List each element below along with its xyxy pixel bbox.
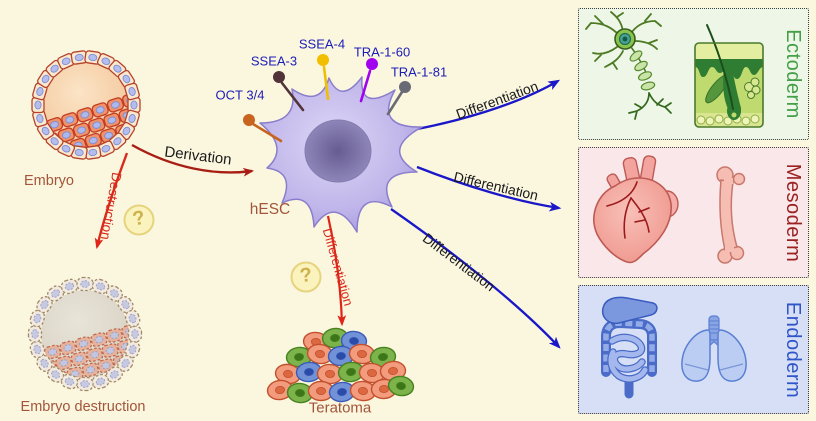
ssea4-label: SSEA-4: [298, 36, 346, 52]
oct34-pin: [243, 114, 283, 143]
tra181-label: TRA-1-81: [390, 64, 448, 80]
endoderm-label: Endoderm: [782, 301, 804, 398]
ssea3-label: SSEA-3: [250, 53, 298, 69]
digestive-system-icon: [601, 296, 658, 399]
destruction-label: Destruction: [97, 171, 125, 241]
tra160-pin: [359, 58, 378, 103]
tra160-label: TRA-1-60: [353, 44, 411, 60]
bone-icon: [716, 166, 746, 264]
differentiation-label-endoderm: Differentiation: [419, 229, 499, 295]
question-mark-destruction: ?: [130, 206, 148, 231]
neuron-icon: [585, 11, 672, 120]
differentiation-label-ectoderm: Differentiation: [453, 77, 541, 123]
lungs-icon: [681, 315, 747, 382]
ectoderm-organs: [585, 11, 764, 128]
embryo-destruction-label: Embryo destruction: [20, 399, 146, 415]
oct34-label: OCT 3/4: [215, 87, 265, 103]
embryo-label: Embryo: [24, 173, 74, 189]
ectoderm-box: Ectoderm: [578, 8, 809, 140]
mesoderm-label: Mesoderm: [782, 163, 804, 262]
mesoderm-organs: [593, 155, 746, 264]
hesc-label: hESC: [249, 201, 291, 218]
heart-icon: [593, 155, 679, 264]
embryo-illustration: [31, 50, 141, 160]
teratoma-label: Teratoma: [308, 399, 372, 417]
ectoderm-label: Ectoderm: [782, 29, 804, 119]
embryo-destruction-illustration: [27, 276, 143, 392]
teratoma-differentiation-label: Differentiation: [319, 226, 357, 308]
ssea4-pin: [317, 54, 330, 101]
teratoma-illustration: [266, 327, 415, 404]
tra181-pin: [386, 81, 411, 116]
skin-icon: [694, 24, 764, 128]
derivation-label: Derivation: [163, 143, 233, 169]
endoderm-box: Endoderm: [578, 285, 809, 414]
mesoderm-box: Mesoderm: [578, 147, 809, 278]
question-mark-teratoma: ?: [298, 263, 314, 288]
differentiation-label-mesoderm: Differentiation: [452, 168, 540, 204]
endoderm-organs: [601, 296, 747, 399]
ssea3-pin: [273, 71, 305, 112]
